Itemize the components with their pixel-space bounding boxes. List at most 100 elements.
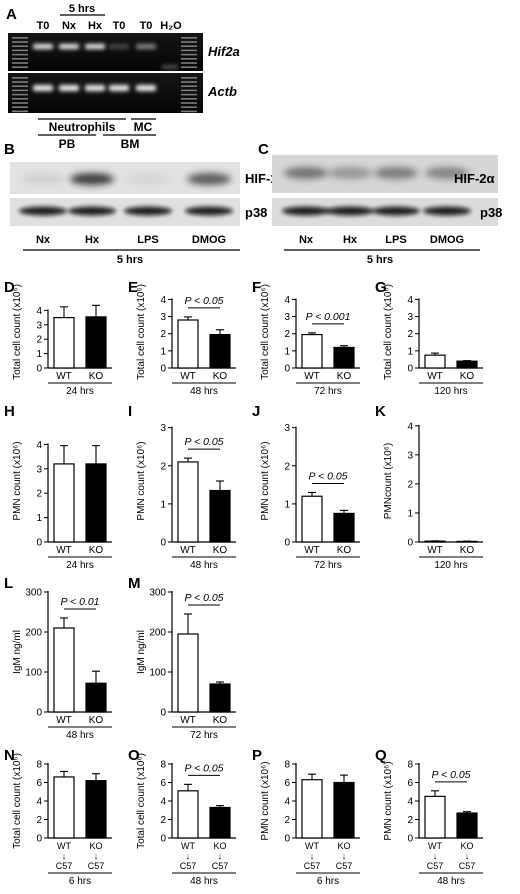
lane-label: T0: [37, 20, 50, 32]
blot-band: [284, 167, 328, 179]
x-axis-label: 72 hrs: [314, 560, 342, 571]
time-label: 5 hrs: [117, 254, 143, 266]
lane-label: Hx: [88, 20, 103, 32]
gel-band: [59, 44, 79, 49]
y-tick-label: 0: [284, 834, 290, 845]
ladder-band: [181, 41, 197, 43]
blot-band: [328, 167, 372, 179]
x-category-label: WT: [427, 371, 443, 382]
y-axis-label: PMNcount (x10⁶): [383, 443, 394, 519]
group-label: Neutrophils: [49, 120, 116, 134]
y-tick-label: 0: [36, 834, 42, 845]
bar-wt-c57: [53, 776, 75, 839]
panel-letter: K: [375, 403, 386, 420]
y-tick-label: 300: [149, 588, 166, 599]
y-tick-label: 6: [160, 778, 166, 789]
significance-label: P < 0.05: [184, 762, 223, 774]
significance-label: P < 0.05: [184, 295, 223, 307]
x-axis-label: 48 hrs: [66, 730, 94, 741]
chart-panel-e: E 0 1 2 3 4 Total cell count (x10⁶) WT KO 48 hrs P…: [128, 279, 236, 397]
bar-ko: [85, 682, 107, 713]
x-category-label: KO: [213, 371, 228, 382]
x-category-label: KO: [213, 715, 228, 726]
chart-panel-j: J 0 1 2 3 PMN count (x10⁶) WT KO 72 hrs P < 0.05: [252, 403, 360, 571]
ladder-band: [181, 77, 197, 79]
y-tick-label: 4: [284, 797, 290, 808]
y-tick-label: 300: [25, 588, 42, 599]
y-tick-label: 0: [36, 708, 42, 719]
y-tick-label: 4: [160, 295, 166, 306]
blot-band: [185, 206, 233, 216]
chart-panel-f: F 0 1 2 3 4 Total cell count (x10⁶) WT KO 72 hrs P…: [252, 279, 360, 397]
y-tick-label: 200: [149, 628, 166, 639]
blot-band: [374, 167, 418, 179]
y-tick-label: 2: [284, 329, 290, 340]
x-category-label: C57: [427, 861, 444, 871]
gene-label: Hif2a: [208, 44, 240, 59]
y-tick-label: 100: [149, 668, 166, 679]
y-tick-label: 6: [36, 778, 42, 789]
x-category-label: WT: [427, 545, 443, 556]
y-tick-label: 0: [160, 364, 166, 375]
loading-label: p38: [245, 205, 267, 220]
bar-ko: [85, 463, 107, 543]
panel-letter: P: [252, 747, 262, 764]
blot-bands: [282, 167, 471, 216]
chart-panel-l: L 0 100 200 300 IgM ng/ml WT KO 48 hrs P < 0.01: [4, 575, 112, 741]
y-tick-label: 2: [284, 815, 290, 826]
x-axis-label: 120 hrs: [434, 386, 467, 397]
ladder-band: [12, 49, 28, 52]
ladder-band: [181, 89, 197, 92]
x-category-label: C57: [459, 861, 476, 871]
y-tick-label: 3: [407, 450, 413, 461]
x-category-label: KO: [460, 545, 475, 556]
x-axis-label: 48 hrs: [190, 876, 218, 887]
x-category-label: WT: [56, 545, 72, 556]
primer-band: [162, 65, 178, 69]
y-tick-label: 1: [407, 508, 413, 519]
panel-letter: Q: [375, 747, 387, 764]
x-category-label: KO: [337, 371, 352, 382]
panel-b: B HIF-1α p38 Nx Hx LPS DMOG 5 hrs: [4, 141, 286, 266]
blot-band: [68, 206, 116, 216]
bar-wt: [177, 319, 199, 369]
y-tick-label: 1: [284, 499, 290, 510]
y-tick-label: 4: [407, 295, 413, 306]
x-axis-label: 48 hrs: [190, 560, 218, 571]
y-tick-label: 100: [25, 668, 42, 679]
x-category-label: WT: [304, 371, 320, 382]
blot-bands: [19, 173, 233, 216]
y-tick-label: 0: [160, 538, 166, 549]
lane-label: Hx: [85, 234, 100, 246]
source-label: BM: [121, 137, 140, 151]
x-category-label: KO: [89, 545, 104, 556]
y-tick-label: 2: [407, 815, 413, 826]
x-category-label: WT: [181, 841, 195, 851]
chart-panel-g: G 0 1 2 3 4 Total cell count (x10⁶) WT KO 120 hrs: [375, 279, 483, 397]
x-category-label: WT: [180, 545, 196, 556]
ladder-band: [12, 110, 28, 113]
x-category-label: KO: [89, 841, 102, 851]
x-axis-label: 48 hrs: [190, 386, 218, 397]
bar-ko: [209, 683, 231, 713]
y-tick-label: 1: [36, 513, 42, 524]
ladder-band: [12, 45, 28, 47]
bar-ko: [209, 489, 231, 543]
chart-panel-k: K 0 1 2 3 4 PMNcount (x10⁶) WT KO 120 hrs: [375, 403, 483, 571]
y-tick-label: 0: [407, 834, 413, 845]
bar-wt: [53, 317, 75, 369]
blot-band: [423, 206, 471, 216]
bar-wt: [53, 463, 75, 543]
ladder-band: [181, 81, 197, 83]
x-category-label: WT: [305, 841, 319, 851]
x-category-arrow: ↓: [310, 851, 315, 861]
gel-image-bottom: [8, 73, 203, 113]
x-category-label: C57: [304, 861, 321, 871]
y-tick-label: 3: [284, 423, 290, 434]
ladder-band: [181, 93, 197, 96]
gel-band: [136, 44, 156, 49]
panel-letter: L: [4, 575, 13, 592]
timepoint-label: 5 hrs: [69, 3, 95, 15]
